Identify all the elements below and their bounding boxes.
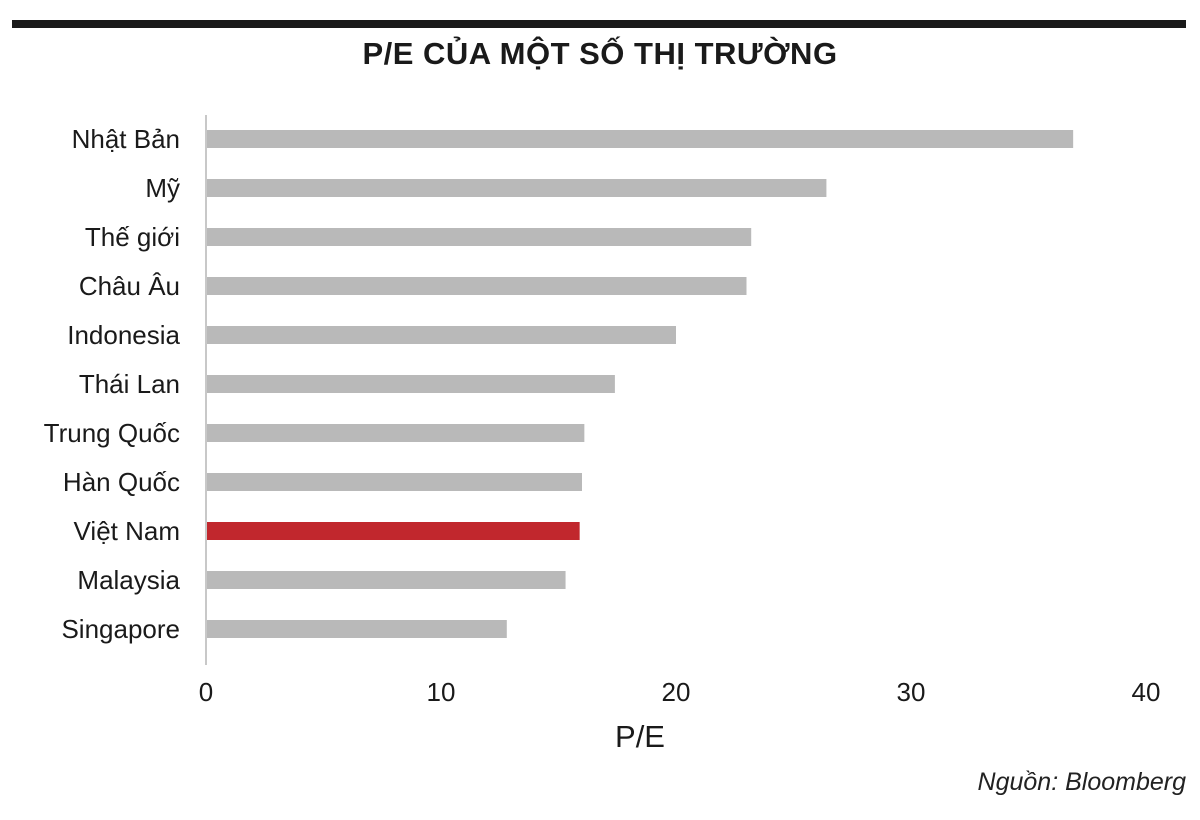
category-label: Nhật Bản [72, 124, 180, 154]
category-label: Châu Âu [79, 271, 180, 301]
category-label: Hàn Quốc [63, 467, 180, 497]
bar-11 [207, 620, 507, 638]
x-axis-label: P/E [615, 719, 665, 754]
category-label: Malaysia [77, 565, 180, 595]
bar-8 [207, 473, 582, 491]
bar-3 [207, 228, 752, 246]
category-label: Indonesia [67, 320, 180, 350]
x-tick-label: 20 [662, 677, 691, 707]
x-tick-label: 10 [427, 677, 456, 707]
x-tick-label: 30 [897, 677, 926, 707]
chart-title: P/E CỦA MỘT SỐ THỊ TRƯỜNG [362, 36, 838, 71]
bar-2 [207, 179, 827, 197]
category-label: Thái Lan [79, 369, 180, 399]
x-tick-label: 40 [1132, 677, 1161, 707]
category-label: Trung Quốc [44, 418, 180, 448]
bar-1 [207, 130, 1074, 148]
bar-7 [207, 424, 585, 442]
bar-5 [207, 326, 676, 344]
source-note: Nguồn: Bloomberg [977, 768, 1186, 796]
category-label: Mỹ [145, 173, 180, 203]
bar-4 [207, 277, 747, 295]
bar-6 [207, 375, 615, 393]
top-rule [12, 20, 1186, 28]
bar-9 [207, 522, 580, 540]
x-tick-label: 0 [199, 677, 213, 707]
category-label: Việt Nam [74, 516, 180, 546]
bar-10 [207, 571, 566, 589]
category-label: Singapore [61, 614, 180, 644]
category-label: Thế giới [85, 222, 180, 252]
